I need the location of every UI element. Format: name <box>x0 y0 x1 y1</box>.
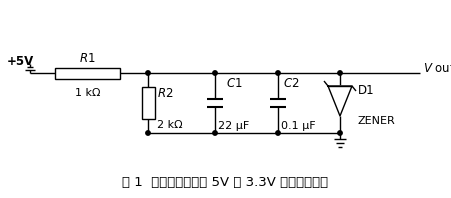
Text: +5V: +5V <box>7 55 34 68</box>
Bar <box>142 87 155 119</box>
Text: $R$1: $R$1 <box>79 52 96 65</box>
Text: 1 kΩ: 1 kΩ <box>75 88 100 98</box>
Text: $C$1: $C$1 <box>226 77 243 90</box>
Circle shape <box>276 71 280 75</box>
Polygon shape <box>328 86 352 116</box>
Circle shape <box>338 71 342 75</box>
Circle shape <box>146 71 150 75</box>
Text: 22 μF: 22 μF <box>218 121 249 131</box>
Circle shape <box>213 71 217 75</box>
Text: $R$2: $R$2 <box>157 87 174 100</box>
Text: $V$ out=3.3 V: $V$ out=3.3 V <box>423 62 451 74</box>
Text: 图 1  电阻分压法实现 5V 到 3.3V 的转换原理图: 图 1 电阻分压法实现 5V 到 3.3V 的转换原理图 <box>122 176 328 189</box>
Circle shape <box>146 131 150 135</box>
Text: $C$2: $C$2 <box>283 77 299 90</box>
Text: ZENER: ZENER <box>358 116 396 126</box>
Text: 2 kΩ: 2 kΩ <box>157 120 183 130</box>
Circle shape <box>213 131 217 135</box>
Bar <box>55 68 120 78</box>
Text: D1: D1 <box>358 84 375 97</box>
Circle shape <box>338 131 342 135</box>
Text: 0.1 μF: 0.1 μF <box>281 121 316 131</box>
Circle shape <box>276 131 280 135</box>
